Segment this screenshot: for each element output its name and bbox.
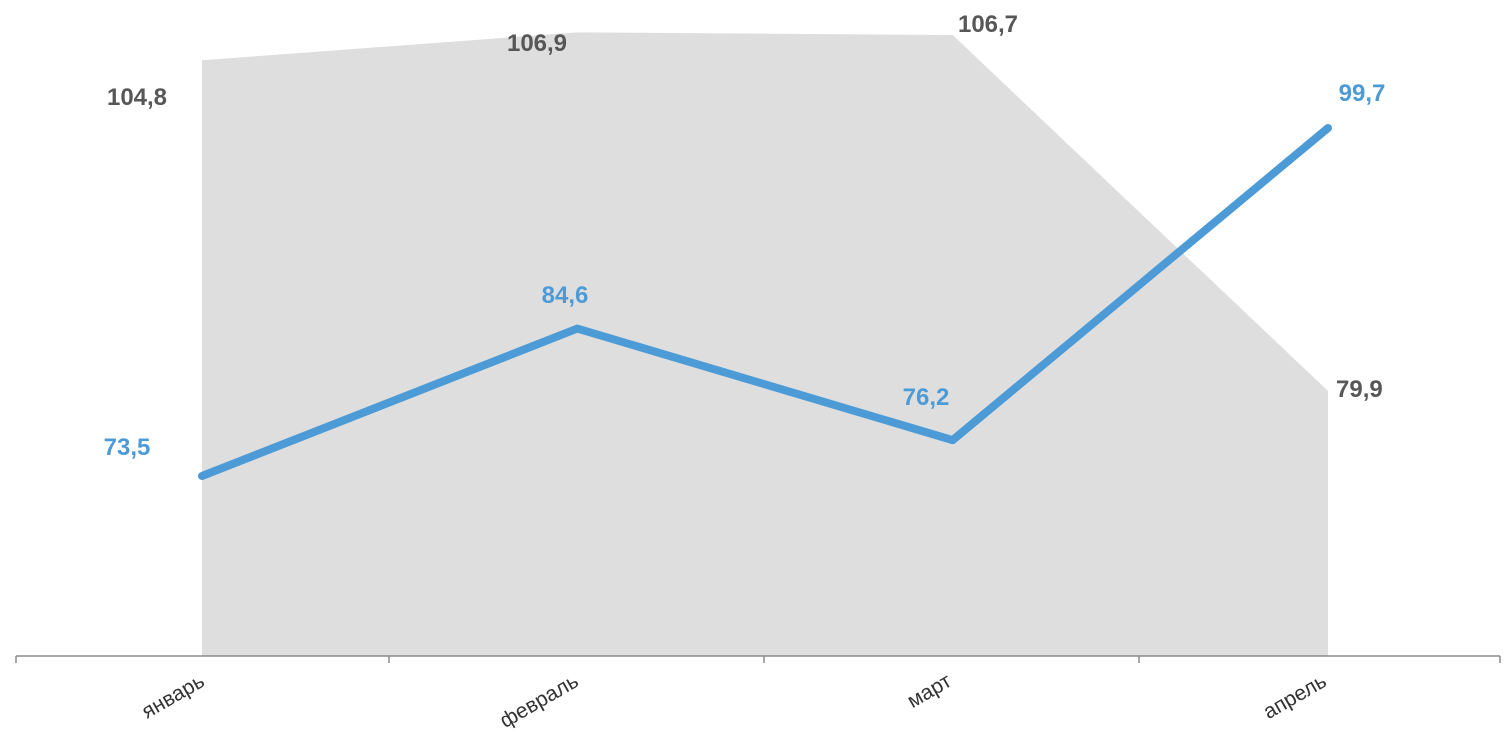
line-series [198, 124, 1332, 480]
x-tick-label: февраль [496, 669, 583, 732]
line-data-label: 99,7 [1339, 80, 1386, 107]
x-axis [15, 655, 1501, 663]
area-data-label: 106,7 [958, 11, 1018, 38]
series-line [198, 124, 1332, 480]
x-tick-label: январь [138, 669, 209, 723]
line-data-label: 76,2 [903, 384, 950, 411]
line-data-label: 84,6 [542, 282, 589, 309]
data-labels: 104,8 106,9 106,7 79,9 73,5 84,6 76,2 99,7 [104, 11, 1386, 461]
x-tick-labels: январь февраль март апрель [138, 669, 1331, 732]
area-data-label: 79,9 [1336, 376, 1383, 403]
area-series [202, 32, 1328, 657]
area-data-label: 106,9 [507, 30, 567, 57]
x-tick-label: апрель [1259, 669, 1330, 723]
area-data-label: 104,8 [107, 84, 167, 111]
line-data-label: 73,5 [104, 434, 151, 461]
area-fill [202, 32, 1328, 657]
x-tick-label: март [903, 669, 955, 713]
